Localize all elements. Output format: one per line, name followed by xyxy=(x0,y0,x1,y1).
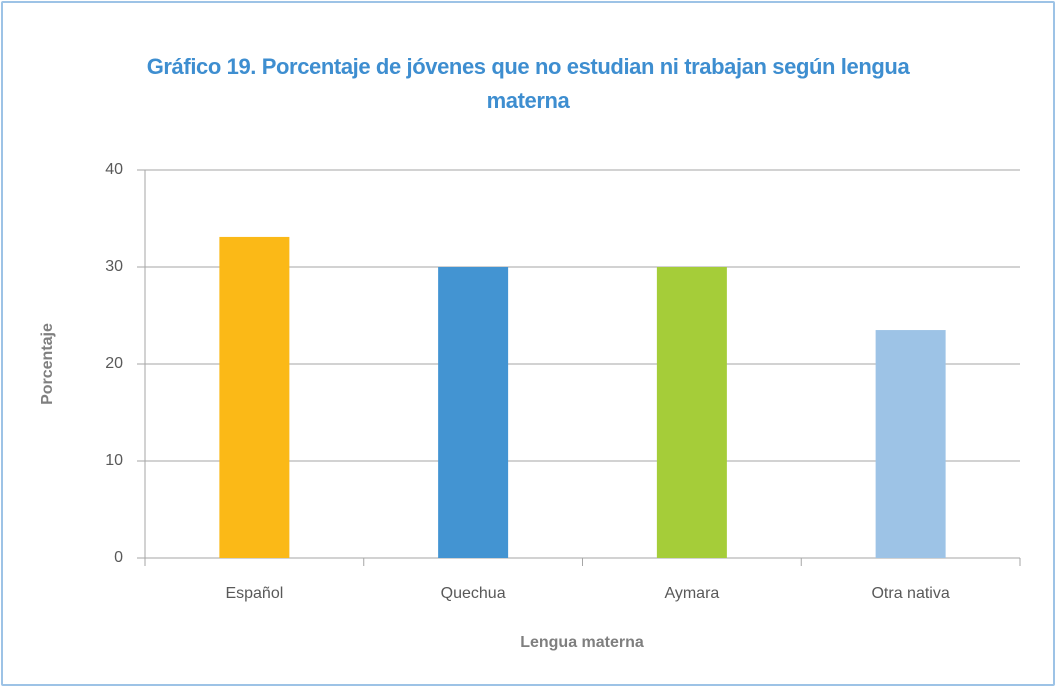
y-tick-label: 30 xyxy=(105,258,123,275)
y-tick-label: 0 xyxy=(114,549,123,566)
chart-title: Gráfico 19. Porcentaje de jóvenes que no… xyxy=(146,54,910,113)
y-axis-label: Porcentaje xyxy=(39,323,56,405)
y-tick-label: 20 xyxy=(105,355,123,372)
bar xyxy=(875,330,946,558)
x-tick-label: Aymara xyxy=(664,585,719,602)
bar xyxy=(438,267,509,558)
bar xyxy=(219,236,290,558)
x-tick-label: Quechua xyxy=(441,585,506,602)
y-tick-label: 40 xyxy=(105,161,123,178)
bar xyxy=(656,267,727,558)
y-tick-label: 10 xyxy=(105,452,123,469)
x-axis-label: Lengua materna xyxy=(520,634,644,651)
x-tick-label: Español xyxy=(225,585,283,602)
x-tick-label: Otra nativa xyxy=(871,585,949,602)
